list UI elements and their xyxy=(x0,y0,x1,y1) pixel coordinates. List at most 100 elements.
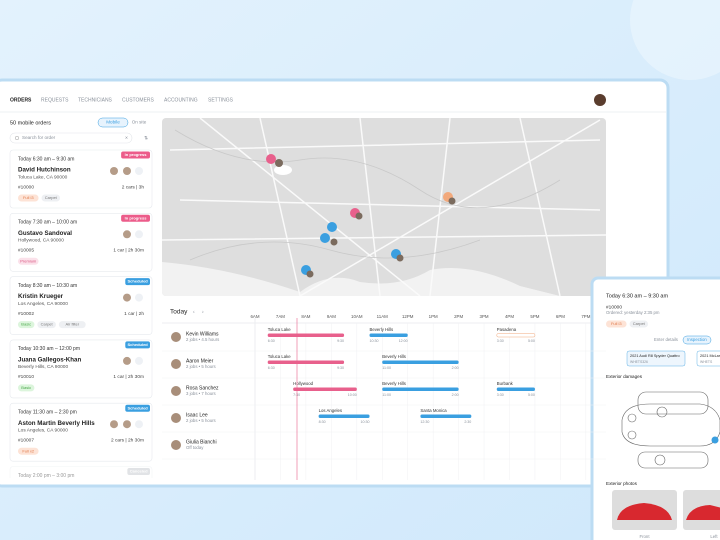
card-bg xyxy=(9,213,153,272)
marker[interactable] xyxy=(266,154,276,164)
tag-label: Premium xyxy=(20,258,37,263)
tag xyxy=(18,321,35,329)
card-bg xyxy=(9,276,153,335)
next-day[interactable]: › xyxy=(202,309,204,315)
detail-id: #10000 xyxy=(606,304,622,310)
job-bar[interactable] xyxy=(267,360,345,365)
order-card[interactable]: Today 11:30 am – 2:30 pm Scheduled Aston M… xyxy=(9,402,153,462)
add-tech[interactable] xyxy=(135,167,143,175)
status-pill xyxy=(125,341,150,349)
car-side xyxy=(637,451,709,469)
customer-address: Beverly Hills, CA 90000 xyxy=(18,364,68,370)
marker[interactable] xyxy=(327,222,337,232)
job-place: Beverly Hills xyxy=(382,354,406,359)
nav-tab[interactable]: TECHNICIANS xyxy=(78,97,113,103)
tag-label: Basic xyxy=(21,385,31,390)
car-chip[interactable] xyxy=(626,350,686,367)
customer-name: Kristin Krueger xyxy=(18,293,64,300)
toggle-option[interactable]: Inspection xyxy=(687,337,707,342)
tag-label: Full i3 xyxy=(23,195,34,200)
tag xyxy=(629,320,649,328)
nav-tab[interactable]: ORDERS xyxy=(10,97,32,103)
order-card[interactable]: Today 8:30 am – 10:30 am Scheduled Kristin… xyxy=(9,276,153,335)
customer-address: Hollywood, CA 90000 xyxy=(18,238,64,244)
hour-label: 8AM xyxy=(301,314,310,319)
tech-name: Giulia Bianchi xyxy=(186,439,217,445)
car-name: 2021 McLaren xyxy=(700,354,720,358)
hour-label: 6PM xyxy=(556,314,565,319)
nav-tab[interactable]: REQUESTS xyxy=(41,97,69,103)
search-placeholder: Search for order xyxy=(22,135,56,140)
tech-avatar xyxy=(123,420,131,429)
map[interactable] xyxy=(162,118,606,296)
tech-avatar xyxy=(123,167,131,175)
search-box[interactable] xyxy=(9,132,133,144)
status-label: Scheduled xyxy=(128,342,149,347)
hour-label: 1PM xyxy=(429,314,438,319)
job-bar[interactable] xyxy=(382,360,459,365)
marker-avatar xyxy=(306,270,314,278)
job-bar[interactable] xyxy=(420,414,472,419)
tag xyxy=(18,194,39,202)
status-pill xyxy=(125,278,150,286)
marker-avatar xyxy=(448,197,456,205)
order-card[interactable]: Today 7:30 am – 10:00 am In progress Gusta… xyxy=(9,213,153,272)
order-card[interactable]: Today 10:30 am – 12:00 pm Scheduled Juana … xyxy=(9,339,153,399)
toggle-active[interactable] xyxy=(97,117,129,128)
customer-address: Los Angeles, CA 90000 xyxy=(18,301,68,307)
toggle-active[interactable] xyxy=(682,335,712,345)
order-summary: 2 cars | 2h 30m xyxy=(111,437,144,443)
job-start: 3:30 xyxy=(497,393,504,397)
tag xyxy=(18,384,35,392)
job-end: 2:30 xyxy=(464,420,471,424)
map-roads-minor xyxy=(174,129,561,261)
hour-label: 7PM xyxy=(581,314,590,319)
tech-info: 2 jobs • 4.5 hours xyxy=(186,337,219,342)
tech-name: Rosa Sanchez xyxy=(186,385,219,391)
user-avatar[interactable] xyxy=(594,94,606,106)
order-card[interactable]: Today 6:30 am – 9:30 am In progress David … xyxy=(9,149,153,209)
clear-search[interactable]: × xyxy=(125,135,128,141)
add-tech[interactable] xyxy=(135,420,143,429)
tag xyxy=(41,194,61,202)
job-bar[interactable] xyxy=(496,387,535,392)
tag-label: Basic xyxy=(21,322,31,327)
detail-time: Today 6:30 am – 9:30 am xyxy=(606,293,668,299)
hour-label: 9AM xyxy=(327,314,336,319)
status-pill xyxy=(127,468,150,475)
job-place: Santa Monica xyxy=(420,408,447,413)
hour-label: 3PM xyxy=(480,314,489,319)
add-tech[interactable] xyxy=(135,230,143,239)
nav-tab[interactable]: SETTINGS xyxy=(208,97,234,103)
card-bg xyxy=(9,149,153,209)
order-time: Today 8:30 am – 10:30 am xyxy=(18,283,77,289)
job-bar[interactable] xyxy=(369,333,408,338)
job-bar[interactable] xyxy=(267,333,345,338)
bg-deco xyxy=(630,0,720,80)
order-card[interactable]: Today 2:00 pm – 3:00 pm Canceled xyxy=(9,466,153,525)
toggle-option[interactable]: Mobile xyxy=(106,120,120,125)
prev-day[interactable]: ‹ xyxy=(193,309,195,315)
car-chip[interactable] xyxy=(696,350,720,367)
job-bar[interactable] xyxy=(382,387,459,392)
status-label: Scheduled xyxy=(128,405,149,410)
car-diagram xyxy=(621,391,720,469)
nav-tab[interactable]: CUSTOMERS xyxy=(122,97,155,103)
toggle-option[interactable]: Enter details xyxy=(654,337,678,342)
marker[interactable] xyxy=(320,233,330,243)
damage-marker[interactable] xyxy=(711,436,719,444)
toggle-option[interactable]: On site xyxy=(132,120,147,125)
nav-tab[interactable]: ACCOUNTING xyxy=(164,97,198,103)
job-start: 11:00 xyxy=(382,366,391,370)
tech-info: 3 jobs • 7 hours xyxy=(186,391,216,396)
add-tech[interactable] xyxy=(135,356,143,365)
add-tech[interactable] xyxy=(135,293,143,302)
order-time: Today 7:30 am – 10:00 am xyxy=(18,220,77,226)
status-pill xyxy=(121,214,150,222)
job-bar[interactable] xyxy=(293,387,357,392)
filter-icon[interactable]: ⇅ xyxy=(144,135,148,141)
job-end: 9:30 xyxy=(337,366,344,370)
job-bar[interactable] xyxy=(318,414,370,419)
job-bar[interactable] xyxy=(496,333,536,338)
status-pill xyxy=(121,151,150,159)
